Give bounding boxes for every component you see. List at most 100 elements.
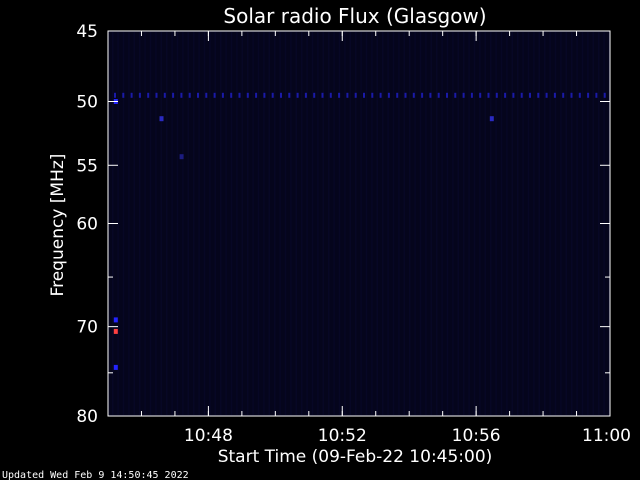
band-dot: [114, 92, 116, 98]
band-dot: [529, 92, 531, 98]
x-axis-label: Start Time (09-Feb-22 10:45:00): [218, 447, 493, 467]
hotspot: [113, 364, 118, 370]
band-dot: [446, 92, 448, 98]
band-dot: [570, 92, 573, 98]
time-stripe: [500, 32, 503, 415]
time-stripe: [463, 32, 465, 415]
band-dot: [520, 92, 523, 98]
time-stripe: [365, 32, 368, 415]
chart-title: Solar radio Flux (Glasgow): [223, 4, 486, 28]
time-stripe: [236, 32, 238, 415]
time-stripe: [495, 32, 497, 415]
time-stripe: [220, 32, 222, 415]
time-stripe: [355, 32, 357, 415]
band-dot: [487, 92, 490, 98]
time-stripe: [149, 32, 152, 415]
band-dot: [155, 92, 158, 98]
time-stripe: [419, 32, 422, 415]
band-dot: [512, 92, 515, 98]
hotspot: [179, 154, 184, 160]
time-stripe: [117, 32, 119, 415]
time-stripe: [252, 32, 254, 415]
band-dot: [296, 92, 299, 98]
time-stripe: [403, 32, 405, 415]
y-axis-label: Frequency [MHz]: [48, 154, 68, 297]
time-stripe: [171, 32, 173, 415]
time-stripe: [398, 32, 400, 415]
time-stripe: [166, 32, 168, 415]
x-axis-ticks: 10:48 10:52 10:56 11:00: [140, 31, 631, 446]
y-tick-label: 55: [76, 156, 98, 176]
band-dot: [122, 92, 125, 98]
time-stripe: [592, 32, 594, 415]
band-dot: [221, 92, 224, 98]
band-dot: [188, 92, 191, 98]
band-dot: [147, 92, 150, 98]
x-tick-label: 11:00: [582, 426, 631, 446]
time-stripe: [387, 32, 389, 415]
time-stripe: [328, 32, 330, 415]
band-dot: [263, 92, 266, 98]
band-dot: [587, 92, 590, 98]
time-stripe: [527, 32, 530, 415]
band-dot: [437, 92, 440, 98]
time-column-stripes: [112, 32, 611, 415]
time-stripe: [301, 32, 303, 415]
time-stripe: [409, 32, 411, 415]
time-stripe: [182, 32, 184, 415]
band-dot: [553, 92, 556, 98]
time-stripe: [371, 32, 373, 415]
time-stripe: [430, 32, 432, 415]
band-dot: [479, 92, 482, 98]
time-stripe: [139, 32, 141, 415]
time-stripe: [544, 32, 546, 415]
band-dot: [562, 92, 565, 98]
band-dot: [371, 92, 374, 98]
time-stripe: [284, 32, 287, 415]
time-stripe: [290, 32, 292, 415]
y-axis-ticks: 45 50 55 60 70 80: [76, 22, 610, 427]
time-stripe: [457, 32, 459, 415]
x-tick-label: 10:56: [452, 426, 501, 446]
hotspot: [113, 328, 118, 334]
time-stripe: [344, 32, 346, 415]
plot-area: [108, 31, 610, 416]
time-stripe: [225, 32, 227, 415]
band-dot: [180, 92, 183, 98]
band-dot: [412, 92, 415, 98]
time-stripe: [522, 32, 524, 415]
time-stripe: [247, 32, 249, 415]
time-stripe: [263, 32, 265, 415]
band-dot: [462, 92, 465, 98]
band-dot: [387, 92, 390, 98]
time-stripe: [144, 32, 146, 415]
frequency-band-49mhz: [114, 92, 606, 98]
time-stripe: [360, 32, 362, 415]
band-dot: [603, 92, 606, 98]
time-stripe: [382, 32, 384, 415]
time-stripe: [436, 32, 438, 415]
band-dot: [329, 92, 332, 98]
band-dot: [255, 92, 258, 98]
time-stripe: [198, 32, 200, 415]
time-stripe: [392, 32, 395, 415]
band-dot: [246, 92, 249, 98]
y-tick-label: 50: [76, 93, 98, 113]
band-dot: [421, 92, 424, 98]
time-stripe: [587, 32, 589, 415]
band-dot: [363, 92, 365, 98]
band-dot: [346, 92, 349, 98]
y-tick-label: 60: [76, 215, 98, 235]
band-dot: [396, 92, 399, 98]
time-stripe: [317, 32, 319, 415]
time-stripe: [311, 32, 314, 415]
band-dot: [238, 92, 241, 98]
band-dot: [504, 92, 507, 98]
time-stripe: [155, 32, 157, 415]
time-stripe: [338, 32, 341, 415]
time-stripe: [425, 32, 427, 415]
time-stripe: [203, 32, 206, 415]
time-stripe: [306, 32, 308, 415]
y-tick-label: 45: [76, 22, 98, 42]
y-tick-label: 70: [76, 318, 98, 338]
